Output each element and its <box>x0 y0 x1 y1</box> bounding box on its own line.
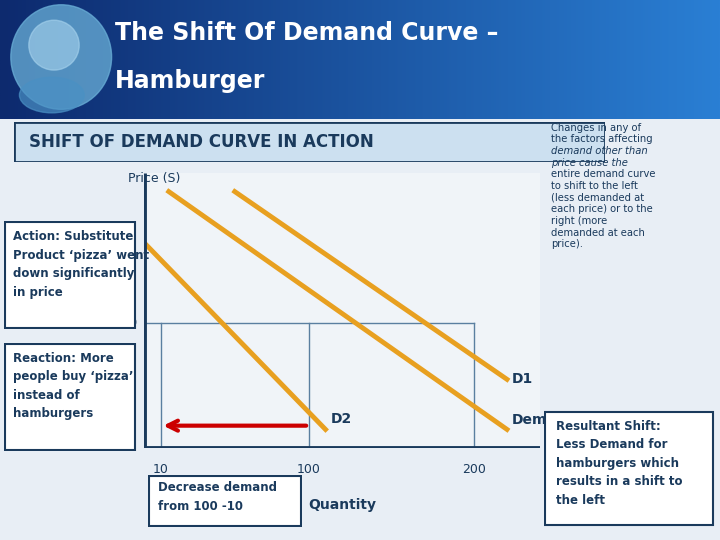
Ellipse shape <box>11 5 112 109</box>
Text: to shift to the left: to shift to the left <box>551 181 638 191</box>
Text: Decrease demand
from 100 -10: Decrease demand from 100 -10 <box>158 481 277 513</box>
Text: Changes in any of: Changes in any of <box>551 123 642 133</box>
FancyBboxPatch shape <box>14 122 605 162</box>
Text: 100: 100 <box>297 463 321 476</box>
Text: Reaction: More
people buy ‘pizza’
instead of
hamburgers: Reaction: More people buy ‘pizza’ instea… <box>13 352 133 420</box>
Text: 10: 10 <box>153 463 168 476</box>
Text: D2: D2 <box>330 411 351 426</box>
Text: 200: 200 <box>462 463 486 476</box>
Text: S10: S10 <box>116 318 138 328</box>
Text: (less demanded at: (less demanded at <box>551 193 644 202</box>
Text: Resultant Shift:
Less Demand for
hamburgers which
results in a shift to
the left: Resultant Shift: Less Demand for hamburg… <box>556 420 682 507</box>
Text: right (more: right (more <box>551 216 608 226</box>
Text: Action: Substitute
Product ‘pizza’ went
down significantly
in price: Action: Substitute Product ‘pizza’ went … <box>13 230 149 299</box>
Text: Demand: Demand <box>512 413 577 427</box>
Text: demanded at each: demanded at each <box>551 227 645 238</box>
FancyBboxPatch shape <box>545 411 714 525</box>
Text: The Shift Of Demand Curve –: The Shift Of Demand Curve – <box>115 22 498 45</box>
Text: Price (S): Price (S) <box>127 172 180 185</box>
Ellipse shape <box>19 77 84 113</box>
Text: D1: D1 <box>512 373 534 386</box>
Text: demand other than: demand other than <box>551 146 648 156</box>
FancyBboxPatch shape <box>5 222 135 328</box>
Text: SHIFT OF DEMAND CURVE IN ACTION: SHIFT OF DEMAND CURVE IN ACTION <box>29 133 374 151</box>
Text: Hamburger: Hamburger <box>115 69 266 93</box>
Text: price cause the: price cause the <box>551 158 628 168</box>
Text: Quantity: Quantity <box>308 498 376 512</box>
FancyBboxPatch shape <box>5 344 135 450</box>
FancyBboxPatch shape <box>149 476 301 526</box>
Text: price).: price). <box>551 239 583 249</box>
Text: the factors affecting: the factors affecting <box>551 134 653 144</box>
Ellipse shape <box>29 20 79 70</box>
Text: each price) or to the: each price) or to the <box>551 204 653 214</box>
Text: entire demand curve: entire demand curve <box>551 170 656 179</box>
